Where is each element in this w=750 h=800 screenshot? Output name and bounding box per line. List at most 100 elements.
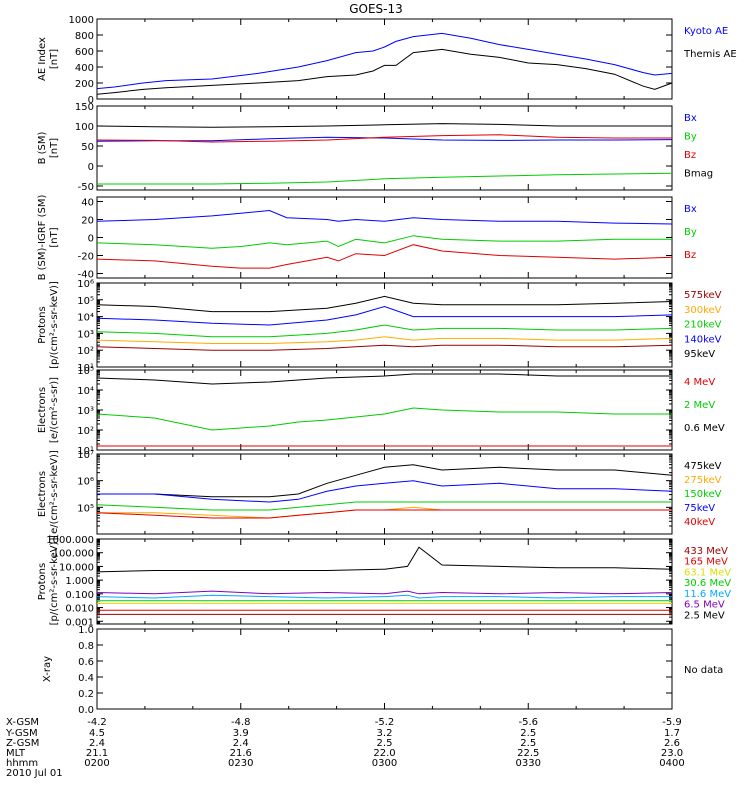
y-tick-label: 0.2 — [78, 689, 94, 700]
series-line-210kev — [96, 324, 673, 338]
y-tick-label: -20 — [78, 252, 94, 263]
footer-value: 21.1 — [86, 748, 108, 759]
y-tick-label: 10¹ — [77, 446, 94, 457]
footer-value: 0200 — [84, 758, 109, 769]
series-line-0.6-mev — [96, 373, 672, 385]
footer-row-label: X-GSM — [6, 717, 39, 728]
legend-entry: By — [684, 132, 697, 143]
legend-entry: Bx — [684, 113, 697, 124]
legend-entry: Bmag — [684, 169, 713, 180]
series-line-kyoto-ae — [96, 32, 673, 90]
legend-entry: 75keV — [684, 503, 715, 514]
footer-value: 2.6 — [664, 738, 680, 749]
legend-entry: By — [684, 227, 697, 238]
legend-entry: 95keV — [684, 349, 715, 360]
legend-entry: Bz — [684, 250, 696, 261]
footer-row-label: MLT — [6, 748, 26, 759]
y-tick-label: 10³ — [77, 406, 94, 417]
series-line-bz — [96, 134, 672, 143]
panel-electrons1: 10¹ 10² 10³ 10⁴ 10⁵ Electrons [e/(cm²-s-sr)] 4 … — [37, 366, 725, 457]
y-axis-label: Protons — [37, 306, 48, 343]
y-axis-label: [e/(cm²-s-sr)] — [49, 377, 60, 443]
legend-entry: 150keV — [684, 489, 722, 500]
y-tick-label: 0.0 — [78, 705, 94, 716]
footer-value: -5.2 — [375, 717, 395, 728]
footer-row-label: 2010 Jul 01 — [6, 768, 63, 779]
legend-entry: 275keV — [684, 475, 722, 486]
legend-entry: Kyoto AE — [684, 26, 728, 37]
y-tick-label: 10¹ — [77, 363, 94, 374]
panel-bsm: -50 0 50 100 150 B (SM) [nT] Bx By Bz Bmag — [37, 102, 713, 193]
y-tick-label: 0.001 — [65, 617, 94, 628]
y-tick-label: 0.8 — [78, 641, 94, 652]
legend-entry: 165 MeV — [684, 557, 728, 568]
y-axis-label: X-ray — [42, 656, 53, 682]
y-axis-label: Electrons — [37, 471, 48, 517]
y-tick-label: 50 — [81, 142, 94, 153]
footer-value: -4.2 — [87, 717, 107, 728]
footer-value: -5.6 — [518, 717, 538, 728]
panel-frame — [96, 628, 673, 710]
footer-value: 21.6 — [230, 748, 252, 759]
y-tick-label: 10⁵ — [77, 296, 94, 307]
footer-value: 3.9 — [233, 728, 249, 739]
y-axis-label: Electrons — [37, 387, 48, 433]
y-tick-label: 100.000 — [53, 549, 94, 560]
legend-entry: 63.1 MeV — [684, 567, 731, 578]
panel-xray: 0.0 0.2 0.4 0.6 0.8 1.0 X-ray No data — [42, 625, 723, 716]
series-line-by — [96, 235, 672, 249]
legend-entry: 433 MeV — [684, 546, 728, 557]
y-tick-label: 1000.000 — [46, 535, 94, 546]
series-line-by — [97, 172, 673, 185]
footer-value: -4.8 — [231, 717, 251, 728]
y-tick-label: 0.6 — [78, 657, 94, 668]
footer-value: 2.5 — [377, 738, 393, 749]
legend-entry: Themis AE — [683, 49, 737, 60]
y-axis-label: [p/(cm²-s-sr-keV)] — [49, 538, 60, 626]
y-tick-label: 10² — [77, 346, 94, 357]
footer-value: 0330 — [516, 758, 541, 769]
legend-entry: 575keV — [684, 290, 722, 301]
footer-value: 23.0 — [661, 748, 683, 759]
y-axis-label: [p/(cm²-s-sr-keV)] — [49, 281, 60, 369]
series-line-bx — [96, 136, 673, 142]
y-tick-label: 800 — [75, 31, 94, 42]
legend-entry: 475keV — [684, 461, 722, 472]
legend-entry: 2.5 MeV — [684, 610, 725, 621]
series-line-bz — [96, 244, 673, 269]
y-tick-label: 1.000 — [65, 576, 94, 587]
y-tick-label: -40 — [78, 270, 94, 281]
y-tick-label: 10⁴ — [77, 313, 94, 324]
footer-value: 2.5 — [520, 728, 536, 739]
footer-value: 22.5 — [517, 748, 539, 759]
y-tick-label: 10⁵ — [77, 503, 94, 514]
series-line-40kev — [96, 509, 672, 519]
y-tick-label: 10.000 — [59, 562, 94, 573]
y-axis-label: B (SM)-IGRF (SM) — [37, 195, 48, 281]
footer-value: 0400 — [659, 758, 684, 769]
legend-entry: 4 MeV — [684, 377, 715, 388]
panel-ae: 0 200 400 600 800 1000 AE Index [nT] Kyoto AE The… — [37, 15, 737, 106]
footer-value: -5.9 — [662, 717, 682, 728]
footer-value: 2.4 — [233, 738, 249, 749]
y-tick-label: 400 — [75, 63, 94, 74]
y-tick-label: 0.010 — [65, 604, 94, 615]
series-line-bx — [96, 209, 673, 225]
panel-electrons2: 10⁵ 10⁶ 10⁷ Electrons [e/(cm²-s-sr-keV)] 475k… — [37, 450, 722, 538]
y-tick-label: 100 — [75, 122, 94, 133]
y-tick-label: 10² — [77, 426, 94, 437]
series-line-75kev — [97, 480, 673, 503]
y-tick-label: 200 — [75, 79, 94, 90]
footer-value: 2.4 — [89, 738, 105, 749]
y-tick-label: 1000 — [69, 15, 94, 26]
figure-title: GOES-13 — [349, 2, 403, 16]
series-line-150kev — [96, 501, 672, 511]
series-line-575kev — [96, 344, 673, 351]
y-tick-label: 0 — [88, 234, 94, 245]
series-line-95kev — [96, 295, 673, 313]
legend-entry: 140keV — [684, 334, 722, 345]
y-tick-label: 10⁷ — [77, 450, 94, 461]
